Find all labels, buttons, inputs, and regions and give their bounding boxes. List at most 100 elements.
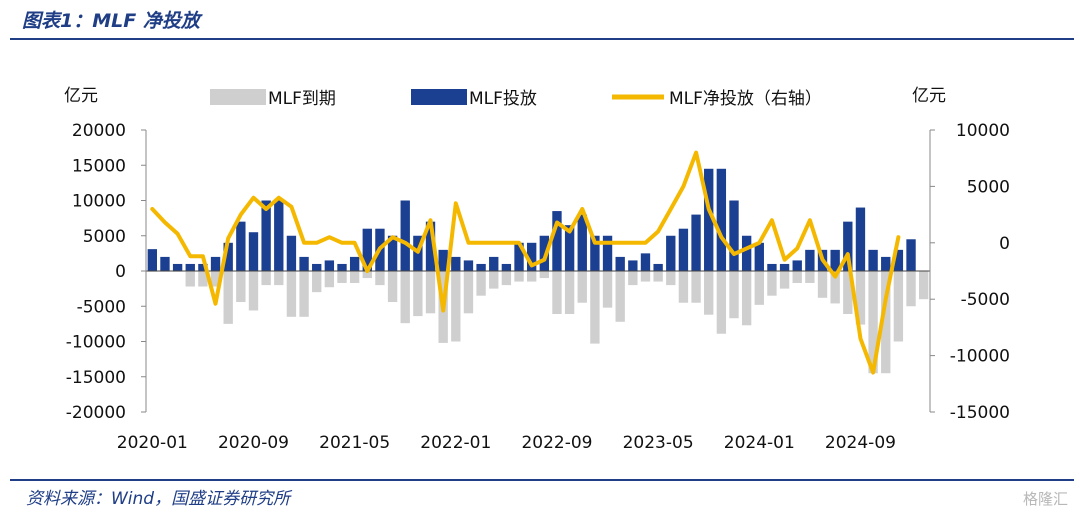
right-tick-label: -15000: [950, 403, 1010, 423]
left-tick-label: 15000: [72, 156, 126, 176]
maturity-bar: [312, 271, 322, 293]
injection-bar: [552, 211, 562, 271]
left-tick-label: 10000: [72, 192, 126, 212]
maturity-bar: [691, 271, 701, 303]
injection-bar: [640, 253, 651, 271]
injection-bar: [792, 260, 802, 271]
injection-bar: [704, 168, 714, 271]
maturity-bar: [805, 271, 815, 283]
x-tick-label: 2022-09: [521, 433, 592, 453]
maturity-bar: [362, 271, 372, 279]
injection-bar: [425, 221, 436, 271]
x-tick-label: 2020-01: [117, 433, 188, 453]
net-injection-line: [150, 150, 901, 375]
injection-bar: [312, 263, 322, 271]
right-tick-label: 10000: [956, 121, 1010, 141]
injection-bar: [716, 168, 727, 271]
maturity-bar: [716, 271, 727, 334]
injection-bar: [223, 242, 233, 271]
maturity-bar: [451, 271, 461, 342]
injection-bar: [261, 200, 271, 271]
maturity-bar: [413, 271, 423, 317]
maturity-bar: [830, 271, 840, 304]
injection-bar: [779, 263, 790, 271]
maturity-bar: [514, 271, 524, 282]
injection-bar: [830, 249, 840, 271]
maturity-bar: [628, 271, 638, 286]
injection-bar: [324, 260, 335, 271]
injection-bar: [577, 214, 587, 271]
injection-bar: [387, 235, 398, 271]
maturity-bar: [590, 271, 600, 344]
legend: MLF到期 MLF投放 MLF净投放（右轴）: [210, 89, 822, 109]
maturity-bar: [324, 271, 335, 288]
maturity-bar: [400, 271, 410, 324]
maturity-bar: [375, 271, 385, 286]
source-note: 资料来源：Wind，国盛证券研究所: [26, 489, 291, 509]
maturity-bar: [779, 271, 790, 289]
title-divider: [10, 38, 1074, 40]
maturity-bar: [236, 271, 246, 303]
right-axis-unit: 亿元: [912, 86, 946, 106]
maturity-bar: [615, 271, 625, 322]
left-axis-ticks: 20000 15000 10000 5000 0 -5000 -10000 -15000 -20…: [66, 121, 126, 423]
injection-bar: [666, 235, 676, 271]
injection-bar: [729, 200, 739, 271]
legend-injection-swatch: [411, 89, 467, 105]
maturity-bar: [248, 271, 259, 311]
figure-title: 图表1：MLF 净投放: [22, 10, 200, 32]
maturity-bar: [210, 271, 221, 287]
injection-bar: [248, 232, 259, 271]
injection-bar: [274, 200, 284, 271]
injection-bar: [476, 263, 486, 271]
footer-divider: [10, 479, 1074, 481]
maturity-bar: [274, 271, 284, 286]
injection-bar: [893, 249, 904, 271]
maturity-bar: [564, 271, 575, 315]
injection-bar: [868, 249, 878, 271]
maturity-bar: [526, 271, 537, 282]
axes: [141, 129, 935, 413]
injection-bar: [489, 256, 499, 271]
maturity-bar: [198, 271, 208, 287]
left-tick-label: -20000: [66, 403, 126, 423]
maturity-bar: [843, 271, 853, 315]
injection-bar: [615, 256, 625, 271]
maturity-bar: [602, 271, 613, 308]
left-tick-label: -15000: [66, 368, 126, 388]
injection-bar: [602, 235, 613, 271]
maturity-bar: [704, 271, 714, 315]
injection-bar: [172, 263, 183, 271]
x-tick-label: 2024-01: [724, 433, 795, 453]
injection-bar: [526, 242, 537, 271]
maturity-bar: [299, 271, 309, 317]
injection-bar: [463, 260, 474, 271]
injection-bar: [362, 228, 372, 271]
injection-bar: [438, 249, 448, 271]
injection-bar: [514, 242, 524, 271]
injection-bar: [855, 207, 866, 271]
maturity-bar: [185, 271, 195, 287]
left-tick-label: -5000: [77, 297, 126, 317]
injection-bar: [299, 256, 309, 271]
left-tick-label: 0: [115, 262, 126, 282]
maturity-bar: [387, 271, 398, 303]
maturity-bar: [868, 271, 878, 374]
maturity-bar: [349, 271, 360, 283]
injection-bar: [501, 263, 512, 271]
injection-bar: [628, 260, 638, 271]
injection-bar: [147, 249, 158, 271]
watermark-logo: 格隆汇: [1022, 490, 1068, 508]
right-tick-label: 5000: [967, 177, 1010, 197]
maturity-bar: [539, 271, 550, 279]
legend-maturity-swatch: [210, 89, 266, 105]
injection-bar: [337, 263, 347, 271]
maturity-bar: [653, 271, 663, 282]
injection-bar: [590, 235, 600, 271]
maturity-bar: [337, 271, 347, 283]
maturity-bar: [577, 271, 587, 303]
maturity-bar: [767, 271, 777, 296]
left-tick-label: 20000: [72, 121, 126, 141]
maturity-bar: [501, 271, 512, 286]
injection-bar: [906, 239, 916, 271]
